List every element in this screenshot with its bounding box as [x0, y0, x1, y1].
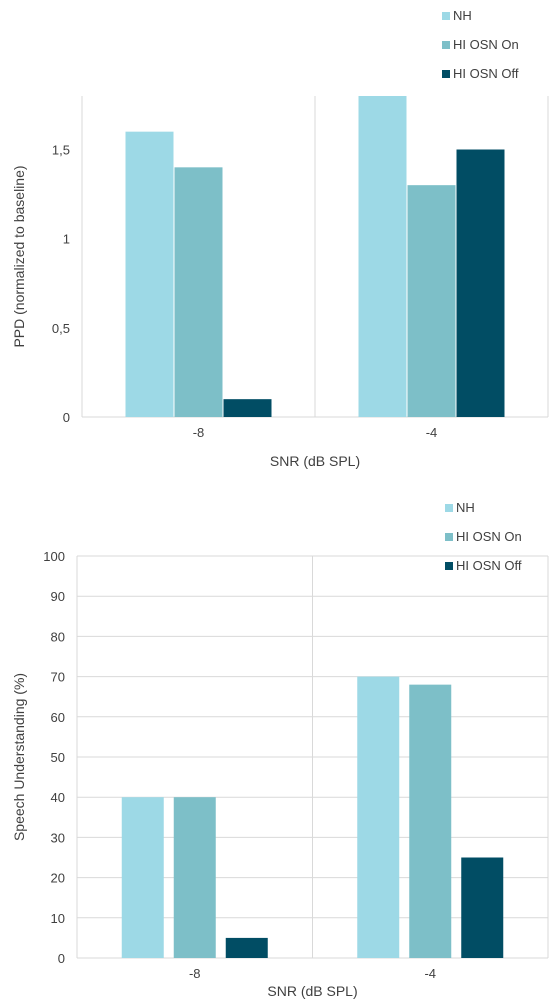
y-tick-label: 20	[51, 871, 65, 886]
bar-hi-osn-on	[174, 167, 223, 417]
x-axis-title: SNR (dB SPL)	[270, 453, 360, 469]
y-tick-label: 1	[63, 232, 70, 247]
x-tick-label: -4	[426, 425, 438, 440]
legend-swatch	[445, 533, 453, 541]
legend-swatch	[445, 562, 453, 570]
x-tick-label: -4	[424, 966, 436, 981]
y-tick-label: 70	[51, 670, 65, 685]
y-tick-label: 0	[58, 951, 65, 966]
bar-nh	[125, 131, 174, 417]
legend-label: HI OSN On	[456, 529, 522, 544]
bar-hi-osn-off	[225, 937, 268, 958]
y-tick-label: 0,5	[52, 321, 70, 336]
legend-label: HI OSN On	[453, 37, 519, 52]
y-axis-title: Speech Understanding (%)	[11, 673, 27, 841]
y-tick-label: 100	[43, 549, 65, 564]
x-tick-label: -8	[193, 425, 205, 440]
legend-label: NH	[456, 500, 475, 515]
bar-nh	[358, 96, 407, 417]
x-tick-label: -8	[189, 966, 201, 981]
legend-swatch	[442, 41, 450, 49]
bar-hi-osn-on	[409, 684, 452, 958]
y-tick-label: 0	[63, 410, 70, 425]
bar-nh	[121, 797, 164, 958]
bar-hi-osn-on	[173, 797, 216, 958]
bar-hi-osn-off	[461, 857, 504, 958]
speech-understanding-chart: 0 10 20 30 40 50 60 70 80 90 100 -8 -4 SNR (dB SPL) Sp…	[0, 500, 551, 1007]
ppd-chart: 0 0,5 1 1,5 -8 -4 SNR (dB SPL) PPD (normalized …	[0, 0, 551, 500]
legend-label: HI OSN Off	[456, 558, 522, 573]
y-tick-label: 10	[51, 911, 65, 926]
legend-swatch	[442, 70, 450, 78]
bar-hi-osn-on	[407, 185, 456, 417]
legend-label: HI OSN Off	[453, 66, 519, 81]
legend-swatch	[442, 12, 450, 20]
y-tick-label: 1,5	[52, 143, 70, 158]
legend-label: NH	[453, 8, 472, 23]
legend-swatch	[445, 504, 453, 512]
y-tick-label: 40	[51, 790, 65, 805]
y-tick-label: 30	[51, 830, 65, 845]
y-tick-label: 50	[51, 750, 65, 765]
y-axis-title: PPD (normalized to baseline)	[11, 165, 27, 347]
bar-hi-osn-off	[456, 149, 505, 417]
x-axis-title: SNR (dB SPL)	[267, 983, 357, 999]
speech-understanding-chart-svg: 0 10 20 30 40 50 60 70 80 90 100 -8 -4 SNR (dB SPL) Sp…	[11, 500, 549, 999]
ppd-chart-svg: 0 0,5 1 1,5 -8 -4 SNR (dB SPL) PPD (normalized …	[11, 8, 549, 469]
y-tick-label: 60	[51, 710, 65, 725]
bar-hi-osn-off	[223, 399, 272, 417]
y-tick-label: 80	[51, 629, 65, 644]
y-tick-label: 90	[51, 589, 65, 604]
bar-nh	[357, 676, 400, 958]
